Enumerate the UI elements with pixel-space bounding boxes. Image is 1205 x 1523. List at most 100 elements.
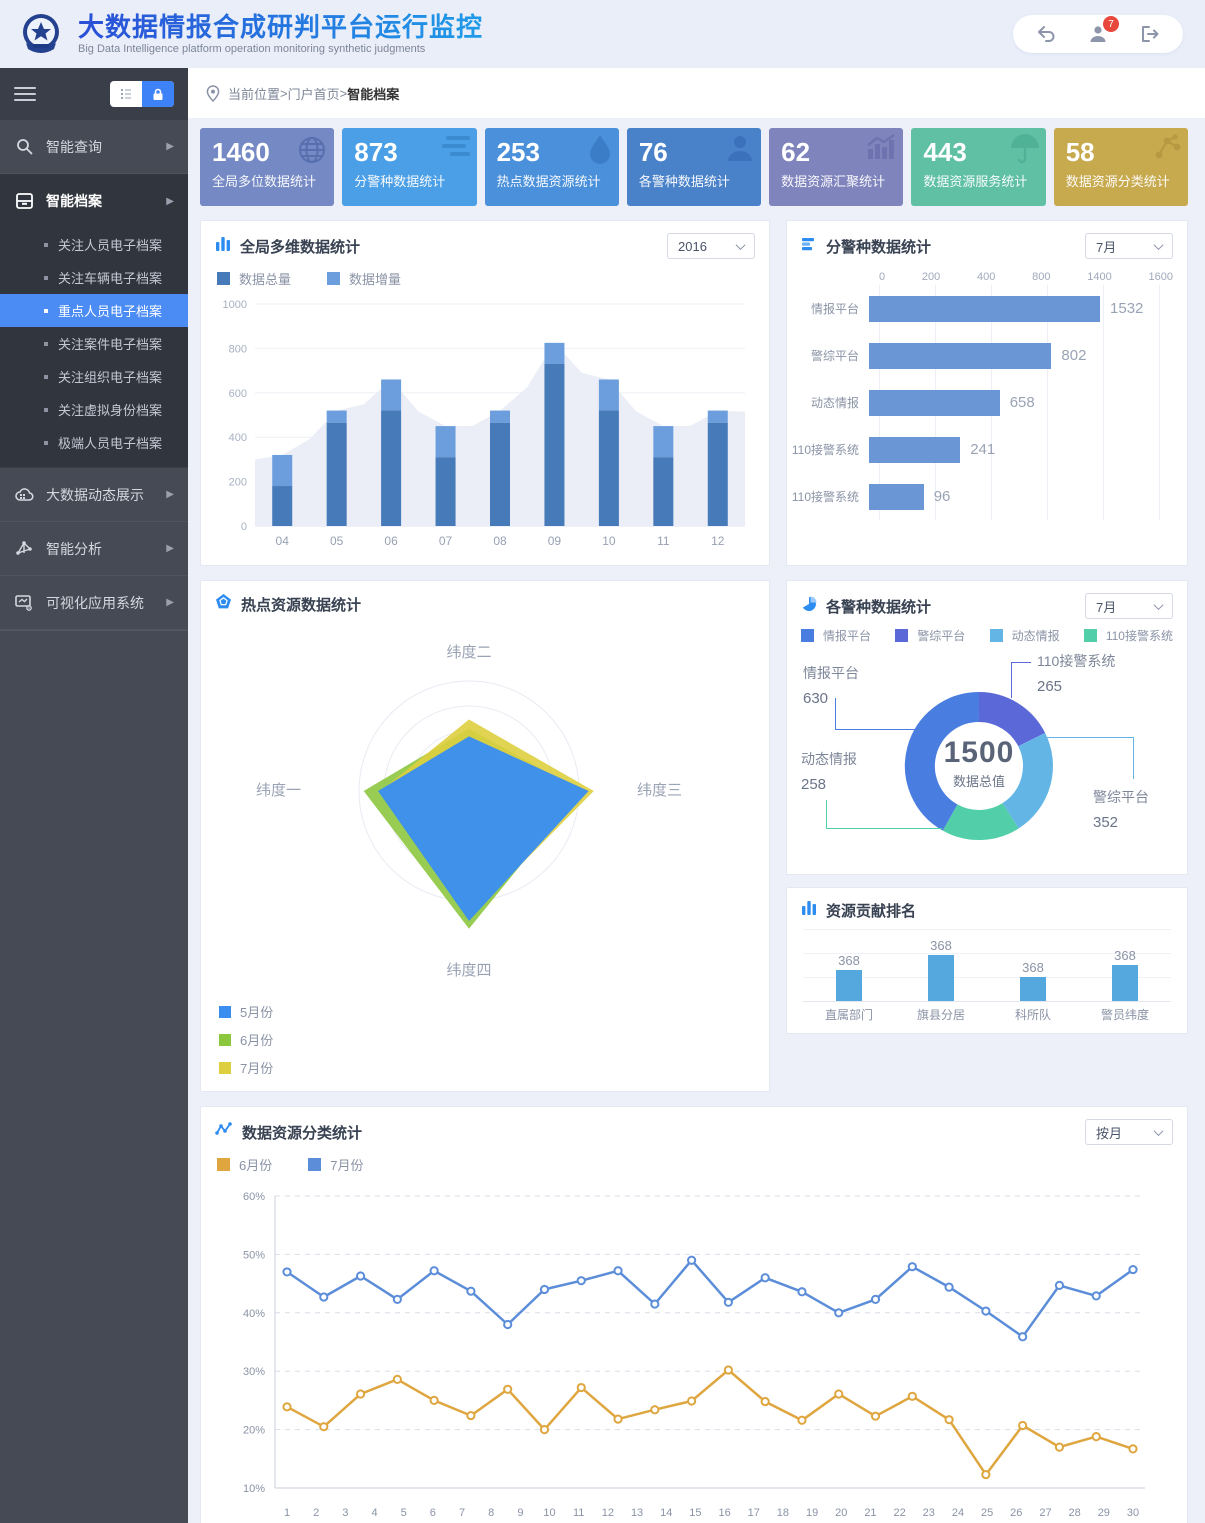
sidebar-subitem-followed-orgs[interactable]: 关注组织电子档案 xyxy=(0,360,188,393)
header-actions: 7 xyxy=(1013,15,1183,53)
sidebar-subitem-followed-persons[interactable]: 关注人员电子档案 xyxy=(0,228,188,261)
globe-icon xyxy=(295,133,329,172)
undo-icon[interactable] xyxy=(1035,23,1057,45)
callout-line xyxy=(1045,737,1134,779)
stat-card-hotspot: 253 热点数据资源统计 xyxy=(484,128,619,206)
legend-swatch xyxy=(989,629,1003,642)
breadcrumb-current: 智能档案 xyxy=(347,86,400,102)
stat-card-service: 443 数据资源服务统计 xyxy=(911,128,1046,206)
legend-label: 110接警系统 xyxy=(1105,629,1173,643)
sidebar-subitem-key-persons[interactable]: 重点人员电子档案 xyxy=(0,294,188,327)
rank-col: 368 xyxy=(987,929,1079,1001)
police-badge-logo xyxy=(23,14,59,53)
rank-category-labels: 直属部门 旗县分居 科所队 警员纬度 xyxy=(803,1006,1171,1023)
svg-text:09: 09 xyxy=(548,534,562,548)
month-select[interactable]: 7月 xyxy=(1085,233,1173,259)
svg-text:12: 12 xyxy=(711,534,725,548)
panel-classification: 数据资源分类统计 按月 6月份 7月份 60% 50% 40% 30% 20% 10% 1 2… xyxy=(200,1106,1188,1523)
dashboard-main: 1460 全局多位数据统计 873 分警种数据统计 253 热点数据资源统计 7… xyxy=(188,118,1205,1523)
donut-center: 1500 数据总值 xyxy=(919,736,1039,790)
stat-value: 58 xyxy=(1065,137,1095,167)
list-mode-icon[interactable] xyxy=(110,81,142,107)
sidebar-item-visualization-system[interactable]: 可视化应用系统 ▶ xyxy=(0,576,188,630)
legend-swatch xyxy=(1083,629,1097,642)
app-subtitle: Big Data Intelligence platform operation… xyxy=(78,43,426,56)
chevron-right-icon: ▶ xyxy=(166,597,174,608)
bullet-icon xyxy=(44,440,48,445)
stat-label: 分警种数据统计 xyxy=(354,173,446,189)
search-icon xyxy=(14,137,34,157)
svg-text:07: 07 xyxy=(439,534,453,548)
lock-icon[interactable] xyxy=(142,81,174,107)
cloud-icon xyxy=(14,485,34,505)
panel-global-multidim: 全局多维数据统计 2016 数据总量 数据增量 1000 800 600 400 200… xyxy=(200,220,770,566)
panel-per-police-donut: 各警种数据统计 7月 情报平台 警综平台 动态情报 110接警系统 情报平台 6… xyxy=(786,580,1188,875)
axis-tick: 400 xyxy=(977,271,996,283)
hbar-row: 警综平台 802 xyxy=(787,332,1173,379)
subitem-label: 关注人员电子档案 xyxy=(58,238,163,253)
user-icon[interactable]: 7 xyxy=(1087,16,1119,45)
location-pin-icon xyxy=(206,84,220,102)
pie-chart-icon xyxy=(801,596,817,617)
stat-value: 1460 xyxy=(212,137,270,167)
sidebar-item-smart-archive[interactable]: 智能档案 ▶ xyxy=(0,174,188,228)
legend-item: 7月份 xyxy=(219,1058,751,1077)
category-label: 110接警系统 xyxy=(791,443,859,457)
sidebar-subitem-followed-cases[interactable]: 关注案件电子档案 xyxy=(0,327,188,360)
legend-swatch xyxy=(219,1005,231,1018)
stat-value: 76 xyxy=(638,137,668,167)
callout-label: 警综平台 xyxy=(1093,789,1149,805)
sidebar-item-bigdata-display[interactable]: 大数据动态展示 ▶ xyxy=(0,468,188,522)
breadcrumb-sep: > xyxy=(339,85,348,101)
app-header: 大数据情报合成研判平台运行监控 Big Data Intelligence pl… xyxy=(0,0,1205,68)
callout-line xyxy=(1011,662,1031,698)
archive-icon xyxy=(14,191,34,211)
callout-label: 110接警系统 xyxy=(1037,653,1116,669)
legend-swatch xyxy=(801,629,814,642)
stat-label: 数据资源分类统计 xyxy=(1065,173,1170,189)
bar xyxy=(928,955,954,1001)
svg-text:05: 05 xyxy=(330,534,344,548)
svg-text:15: 15 xyxy=(689,1507,701,1519)
legend-label: 情报平台 xyxy=(823,629,872,643)
month-select[interactable]: 7月 xyxy=(1085,593,1173,619)
stat-label: 全局多位数据统计 xyxy=(212,173,317,189)
legend-swatch xyxy=(895,629,909,642)
stat-card-global: 1460 全局多位数据统计 xyxy=(200,128,335,206)
logout-icon[interactable] xyxy=(1139,23,1161,45)
trend-icon xyxy=(864,133,898,166)
svg-text:30: 30 xyxy=(1127,1507,1139,1519)
legend-item: 7月份 xyxy=(308,1155,363,1174)
stacked-bar-area-chart: 1000 800 600 400 200 0 04 05 06 07 08 09 10 11 12 xyxy=(223,299,745,548)
subitem-label: 关注车辆电子档案 xyxy=(58,271,163,286)
sidebar-top-bar xyxy=(0,68,188,120)
callout-value: 258 xyxy=(801,775,827,793)
panel-title: 分警种数据统计 xyxy=(826,238,932,256)
select-value: 7月 xyxy=(1096,599,1117,615)
svg-text:25: 25 xyxy=(981,1507,993,1519)
svg-text:28: 28 xyxy=(1069,1507,1081,1519)
category-label: 直属部门 xyxy=(824,1008,873,1022)
stat-card-by-police: 873 分警种数据统计 xyxy=(342,128,477,206)
sidebar-subitem-virtual-identity[interactable]: 关注虚拟身份档案 xyxy=(0,393,188,426)
sidebar-item-smart-analysis[interactable]: 智能分析 ▶ xyxy=(0,522,188,576)
select-value: 按月 xyxy=(1096,1125,1123,1141)
hamburger-icon[interactable] xyxy=(14,87,36,101)
sidebar-item-smart-search[interactable]: 智能查询 ▶ xyxy=(0,120,188,174)
legend-swatch xyxy=(219,1061,231,1074)
bar-chart-icon xyxy=(215,236,231,257)
stat-card-per-police: 76 各警种数据统计 xyxy=(626,128,762,206)
svg-text:10%: 10% xyxy=(243,1483,265,1495)
legend-item: 6月份 xyxy=(219,1030,751,1049)
svg-text:6: 6 xyxy=(430,1507,436,1519)
bar-value: 658 xyxy=(1009,394,1035,411)
sidebar-subitem-extreme-persons[interactable]: 极端人员电子档案 xyxy=(0,426,188,459)
svg-text:10: 10 xyxy=(543,1507,555,1519)
callout-value: 265 xyxy=(1037,677,1063,695)
legend-item: 情报平台 xyxy=(801,627,871,644)
year-select[interactable]: 2016 xyxy=(667,233,755,259)
sidebar-subitem-followed-vehicles[interactable]: 关注车辆电子档案 xyxy=(0,261,188,294)
granularity-select[interactable]: 按月 xyxy=(1085,1119,1173,1145)
breadcrumb-parent[interactable]: 门户首页 xyxy=(287,86,340,102)
sidebar-item-label: 智能档案 xyxy=(46,193,102,209)
